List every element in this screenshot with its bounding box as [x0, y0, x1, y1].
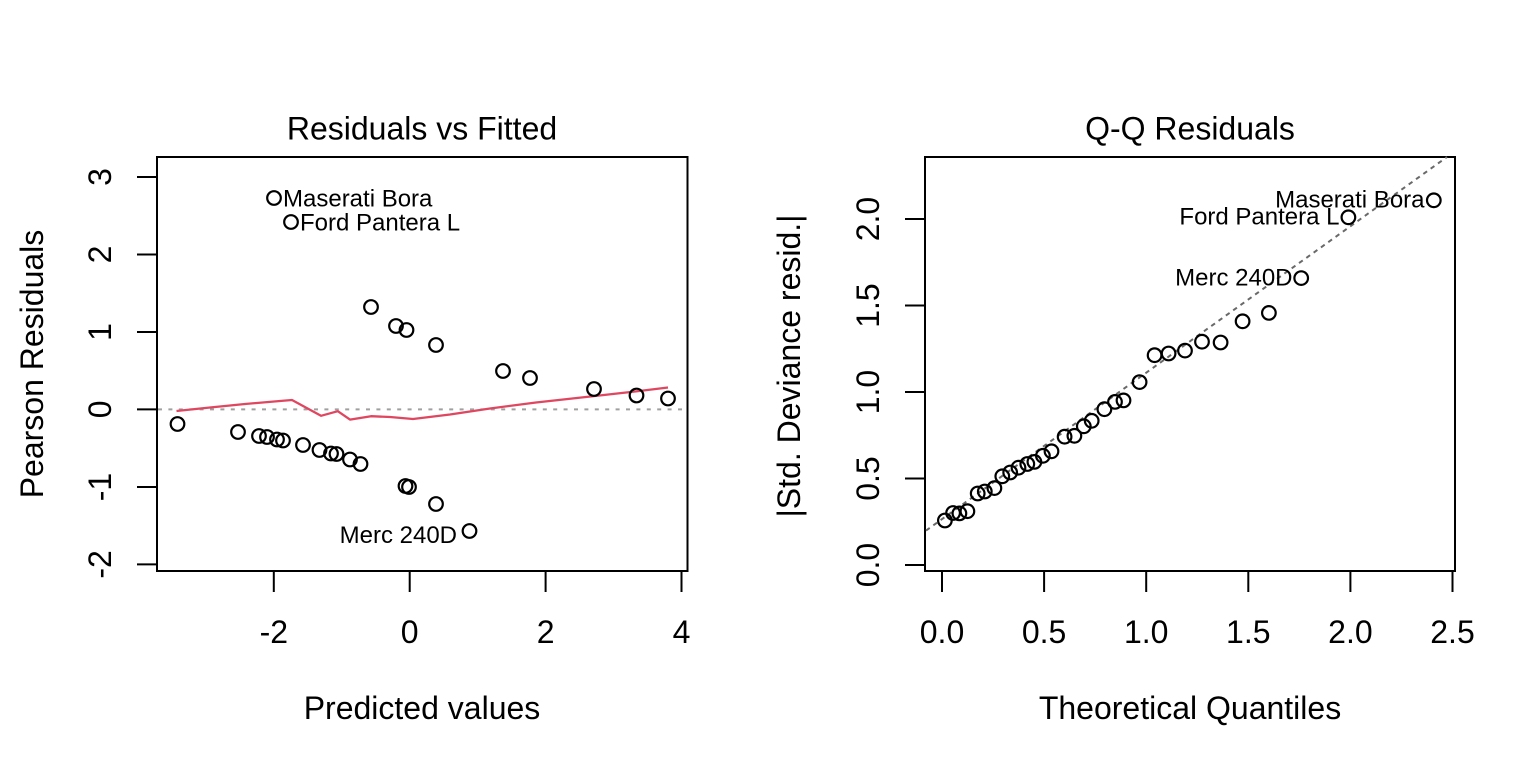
- svg-text:Pearson Residuals: Pearson Residuals: [14, 230, 50, 499]
- svg-text:0.5: 0.5: [850, 456, 886, 500]
- svg-text:|Std. Deviance resid.|: |Std. Deviance resid.|: [771, 215, 807, 518]
- svg-text:0: 0: [401, 614, 419, 650]
- svg-text:Predicted values: Predicted values: [304, 690, 541, 726]
- svg-text:0.0: 0.0: [850, 543, 886, 587]
- svg-text:Merc 240D: Merc 240D: [340, 522, 457, 549]
- svg-text:4: 4: [673, 614, 691, 650]
- svg-text:0: 0: [82, 401, 118, 419]
- svg-text:0.0: 0.0: [920, 614, 964, 650]
- svg-text:1.0: 1.0: [1124, 614, 1168, 650]
- svg-text:Maserati Bora: Maserati Bora: [283, 186, 433, 213]
- svg-text:-2: -2: [82, 550, 118, 578]
- svg-text:Ford Pantera L: Ford Pantera L: [1179, 204, 1339, 231]
- svg-text:2: 2: [82, 246, 118, 264]
- svg-text:-2: -2: [260, 614, 288, 650]
- svg-text:2: 2: [537, 614, 555, 650]
- svg-text:1: 1: [82, 323, 118, 341]
- svg-text:Theoretical Quantiles: Theoretical Quantiles: [1039, 690, 1341, 726]
- svg-text:Merc 240D: Merc 240D: [1175, 265, 1292, 292]
- svg-text:0.5: 0.5: [1022, 614, 1066, 650]
- svg-text:-1: -1: [82, 473, 118, 501]
- svg-text:1.5: 1.5: [850, 283, 886, 327]
- svg-text:2.0: 2.0: [850, 197, 886, 241]
- svg-text:Q-Q Residuals: Q-Q Residuals: [1085, 111, 1295, 147]
- svg-text:2.5: 2.5: [1430, 614, 1474, 650]
- svg-text:2.0: 2.0: [1328, 614, 1372, 650]
- svg-text:3: 3: [82, 168, 118, 186]
- svg-text:Residuals vs Fitted: Residuals vs Fitted: [287, 111, 557, 147]
- svg-text:1.5: 1.5: [1226, 614, 1270, 650]
- svg-text:Maserati Bora: Maserati Bora: [1275, 187, 1425, 214]
- svg-text:1.0: 1.0: [850, 370, 886, 414]
- svg-text:Ford Pantera L: Ford Pantera L: [300, 210, 460, 237]
